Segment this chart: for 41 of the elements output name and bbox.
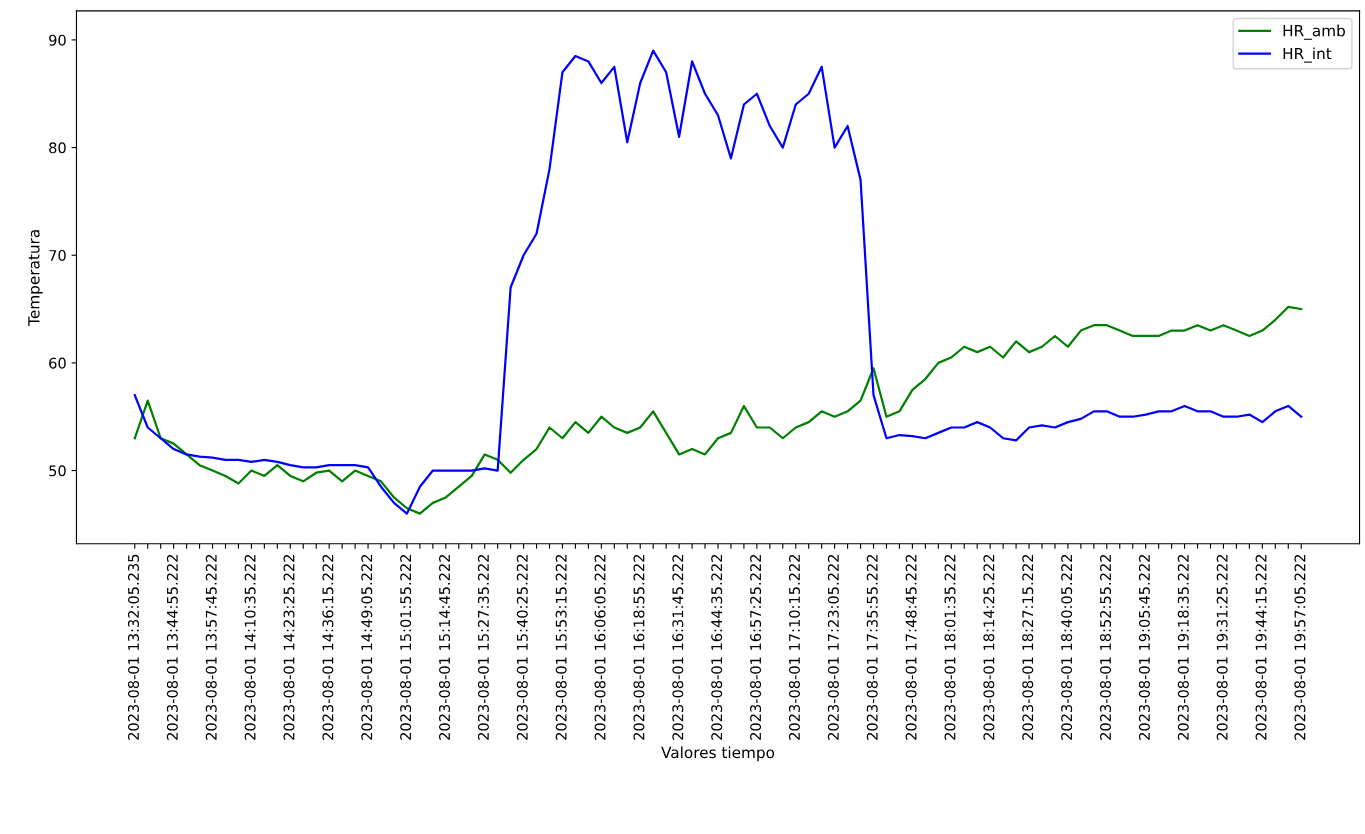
x-tick-label: 2023-08-01 15:14:45.222 (439, 554, 451, 740)
x-tick-label: 2023-08-01 15:40:25.222 (516, 554, 528, 740)
line-series (133, 305, 1303, 515)
x-tick-label: 2023-08-01 13:44:55.222 (166, 554, 178, 740)
y-tick-label: 80 (49, 142, 66, 154)
x-tick-label: 2023-08-01 18:27:15.222 (1022, 554, 1034, 740)
x-tick-label: 2023-08-01 16:44:35.222 (711, 554, 723, 740)
legend-label: HR_amb (1283, 24, 1345, 40)
x-tick-label: 2023-08-01 18:52:55.222 (1100, 554, 1112, 740)
x-tick-label: 2023-08-01 19:57:05.222 (1294, 554, 1306, 740)
x-tick-label: 2023-08-01 19:18:35.222 (1177, 554, 1189, 740)
x-tick-label: 2023-08-01 16:57:25.222 (750, 554, 762, 740)
x-tick-label: 2023-08-01 19:44:15.222 (1255, 554, 1267, 740)
y-tick-label: 70 (49, 249, 66, 261)
x-tick-label: 2023-08-01 17:23:05.222 (827, 554, 839, 740)
y-tick-label: 50 (49, 465, 66, 477)
legend-label: HR_int (1283, 47, 1332, 63)
x-tick-label: 2023-08-01 14:23:25.222 (283, 554, 295, 740)
x-tick-label: 2023-08-01 13:32:05.235 (127, 554, 139, 740)
x-tick-label: 2023-08-01 15:01:55.222 (400, 554, 412, 740)
x-tick-label: 2023-08-01 16:31:45.222 (672, 554, 684, 740)
x-tick-label: 2023-08-01 18:01:35.222 (944, 554, 956, 740)
x-tick-label: 2023-08-01 19:31:25.222 (1216, 554, 1228, 740)
x-tick-label: 2023-08-01 15:27:35.222 (477, 554, 489, 740)
y-axis-title: Temperatura (28, 230, 43, 326)
x-tick-label: 2023-08-01 18:14:25.222 (983, 554, 995, 740)
x-tick-label: 2023-08-01 14:10:35.222 (244, 554, 256, 740)
y-tick-label: 90 (49, 34, 66, 46)
x-tick-label: 2023-08-01 17:48:45.222 (905, 554, 917, 740)
x-tick-label: 2023-08-01 17:10:15.222 (788, 554, 800, 740)
x-tick-label: 2023-08-01 19:05:45.222 (1138, 554, 1150, 740)
y-tick-label: 60 (49, 357, 66, 369)
x-tick-label: 2023-08-01 18:40:05.222 (1061, 554, 1073, 740)
x-axis-title: Valores tiempo (661, 746, 775, 762)
x-tick-label: 2023-08-01 15:53:15.222 (555, 554, 567, 740)
x-tick-label: 2023-08-01 16:18:55.222 (633, 554, 645, 740)
x-tick-label: 2023-08-01 14:36:15.222 (322, 554, 334, 740)
x-tick-label: 2023-08-01 13:57:45.222 (205, 554, 217, 740)
x-tick-label: 2023-08-01 17:35:55.222 (866, 554, 878, 740)
x-tick-label: 2023-08-01 16:06:05.222 (594, 554, 606, 740)
x-tick-label: 2023-08-01 14:49:05.222 (361, 554, 373, 740)
